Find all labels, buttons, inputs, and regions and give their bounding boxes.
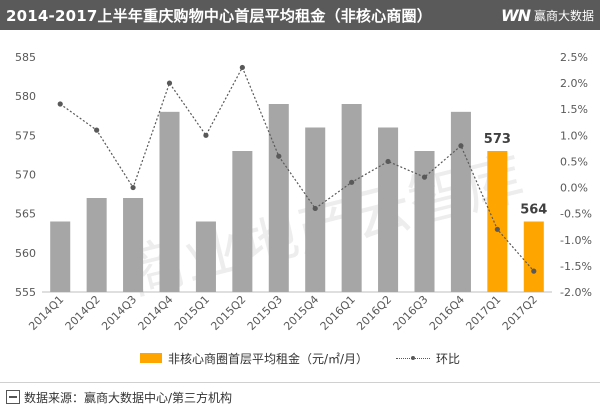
line-point-2017Q2: [531, 268, 537, 274]
line-point-2015Q4: [312, 205, 318, 212]
legend-swatch-rent: [139, 353, 162, 363]
line-point-2016Q2: [385, 158, 391, 165]
legend-line-mom: [396, 353, 431, 363]
brand-logo: WN: [500, 5, 531, 25]
brand: WN 赢商大数据: [501, 0, 594, 30]
y-right-tick-label: -2.0%: [560, 286, 592, 299]
y-right-tick-label: 1.5%: [560, 103, 588, 116]
y-right-tick-label: 1.0%: [560, 129, 588, 142]
bar-2016Q1: [341, 104, 362, 292]
x-tick-label: 2014Q2: [63, 293, 103, 333]
legend-label-rent: 非核心商圈首层平均租金（元/㎡/月）: [167, 351, 369, 366]
y-left-tick-label: 580: [15, 90, 36, 103]
bar-2017Q2: [523, 221, 544, 292]
bar-2015Q2: [232, 151, 253, 292]
line-point-2016Q3: [421, 174, 428, 180]
chart-header: 2014-2017上半年重庆购物中心首层平均租金（非核心商圈） WN 赢商大数据: [0, 0, 600, 30]
bar-data-label: 573: [484, 132, 511, 147]
line-point-2015Q3: [276, 153, 282, 159]
x-tick-label: 2017Q1: [463, 293, 503, 333]
legend-label-mom: 环比: [436, 351, 461, 366]
bar-2014Q2: [86, 198, 107, 292]
brand-name: 赢商大数据: [533, 8, 594, 23]
footer-divider: [0, 382, 600, 383]
x-tick-label: 2016Q1: [318, 293, 358, 333]
x-tick-label: 2015Q2: [208, 293, 248, 333]
y-left-tick-label: 575: [15, 129, 36, 142]
y-left-tick-label: 565: [15, 208, 36, 221]
y-right-tick-label: -0.5%: [560, 208, 592, 221]
y-right-tick-label: -1.0%: [560, 234, 592, 247]
line-point-2015Q1: [203, 132, 209, 138]
chart-title: 2014-2017上半年重庆购物中心首层平均租金（非核心商圈）: [6, 6, 432, 25]
bar-2016Q2: [378, 127, 399, 292]
line-point-2016Q4: [458, 143, 464, 149]
x-tick-label: 2015Q3: [245, 293, 285, 333]
y-left-tick-label: 555: [15, 286, 36, 299]
bar-2016Q3: [414, 151, 435, 292]
y-left-tick-label: 570: [15, 169, 36, 182]
bar-data-label: 564: [520, 203, 547, 218]
x-tick-label: 2017Q2: [500, 293, 540, 333]
legend-item-rent: 非核心商圈首层平均租金（元/㎡/月）: [139, 350, 369, 367]
bar-2015Q3: [268, 104, 289, 292]
line-point-2014Q1: [57, 101, 63, 107]
x-tick-label: 2016Q3: [391, 293, 431, 333]
line-point-2016Q1: [349, 179, 355, 185]
y-left-tick-label: 585: [15, 51, 36, 64]
chart-canvas: 商业地产云智库5555605655705755805852.5%2.0%1.5%…: [15, 51, 592, 333]
y-right-tick-label: 0.0%: [560, 182, 588, 195]
y-right-tick-label: 2.0%: [560, 77, 588, 90]
bar-2016Q4: [450, 111, 471, 292]
y-right-tick-label: 0.5%: [560, 155, 588, 168]
legend-item-mom: 环比: [396, 350, 460, 367]
y-right-tick-label: -1.5%: [560, 260, 592, 273]
bar-2017Q1: [487, 151, 508, 292]
legend: 非核心商圈首层平均租金（元/㎡/月） 环比: [0, 346, 600, 370]
line-point-2015Q2: [239, 64, 245, 71]
line-point-2017Q1: [494, 226, 500, 232]
x-tick-label: 2015Q1: [172, 293, 212, 333]
x-tick-label: 2016Q2: [354, 293, 394, 333]
line-point-2014Q2: [94, 127, 100, 133]
x-tick-label: 2015Q4: [281, 293, 321, 333]
y-right-tick-label: 2.5%: [560, 51, 588, 64]
y-left-tick-label: 560: [15, 247, 36, 260]
line-point-2014Q4: [166, 80, 173, 86]
footer: 数据来源：赢商大数据中心/第三方机构: [6, 388, 232, 406]
source-icon: [6, 390, 20, 404]
bar-2014Q4: [159, 111, 180, 292]
line-point-2014Q3: [130, 184, 136, 191]
bar-2014Q3: [123, 198, 144, 292]
x-tick-label: 2014Q3: [99, 293, 139, 333]
bar-2015Q1: [195, 221, 216, 292]
x-tick-label: 2016Q4: [427, 293, 467, 333]
bar-2014Q1: [50, 221, 71, 292]
source-text: 数据来源：赢商大数据中心/第三方机构: [24, 390, 233, 405]
